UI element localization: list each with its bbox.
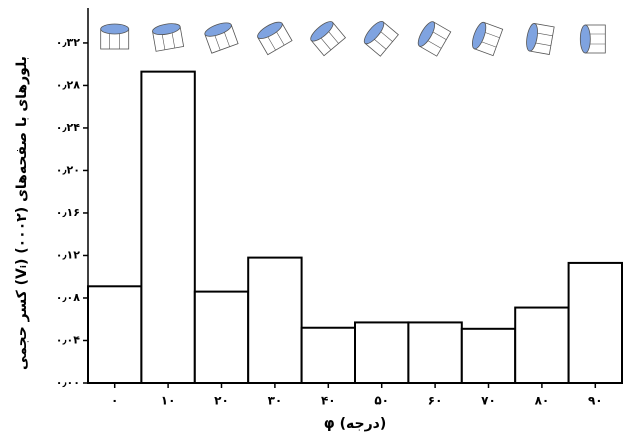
crystal-icon: [152, 23, 185, 52]
y-axis-label: کسر حجمی (Vᵢ) بلورهای با صفحه‌های (۰۰۰۲): [14, 56, 30, 370]
crystal-face: [417, 21, 436, 47]
x-tick-label: ۱۰: [161, 394, 176, 408]
x-tick-label: ۲۰: [214, 394, 229, 408]
y-tick-label: ۰٫۲۸: [56, 78, 81, 91]
crystal-icon: [579, 24, 606, 54]
crystal-face: [152, 23, 181, 36]
x-tick-label: ۳۰: [268, 394, 283, 408]
bar: [87, 285, 143, 385]
crystal-face: [204, 22, 232, 37]
crystal-face: [526, 23, 538, 52]
crystal-face: [310, 21, 334, 42]
x-axis-label: φ (درجه): [324, 416, 386, 432]
crystal-icon: [526, 23, 555, 55]
bar: [407, 321, 463, 385]
crystal-icon: [417, 21, 452, 57]
crystal-face: [579, 24, 591, 54]
bar: [514, 306, 570, 384]
bar: [193, 290, 250, 384]
bar: [460, 327, 517, 384]
bar: [247, 256, 303, 385]
x-tick-label: ۸۰: [535, 394, 550, 408]
crystal-icon: [257, 21, 293, 56]
y-tick-label: ۰٫۳۲: [56, 36, 81, 49]
crystal-icon: [471, 21, 504, 57]
y-tick-label: ۰٫۲۴: [56, 121, 81, 134]
y-tick-label: ۰٫۱۲: [56, 248, 81, 261]
crystal-icon: [363, 20, 399, 57]
y-tick-label: ۰٫۰۴: [56, 333, 81, 346]
bar: [140, 70, 196, 384]
crystal-face: [471, 21, 487, 50]
crystal-icon: [100, 23, 130, 50]
y-tick-label: ۰٫۱۶: [56, 206, 80, 219]
bar: [354, 321, 410, 385]
y-tick-label: ۰٫۰۸: [56, 291, 81, 304]
y-tick-label: ۰٫۲۰: [56, 163, 80, 176]
crystal-icon: [310, 21, 347, 57]
crystal-face: [257, 21, 283, 39]
crystal-icon: [204, 22, 239, 54]
bar: [300, 326, 357, 384]
x-tick-label: ۷۰: [481, 394, 496, 408]
crystal-face: [100, 23, 130, 35]
x-tick-label: ۵۰: [374, 394, 389, 408]
crystal-face: [363, 20, 385, 45]
x-tick-label: ۹۰: [588, 394, 603, 408]
x-tick-label: ۶۰: [428, 394, 443, 408]
bar: [567, 261, 623, 384]
x-tick-label: ۰: [111, 394, 118, 408]
x-tick-label: ۴۰: [321, 394, 336, 408]
y-tick-label: ۰٫۰۰: [56, 376, 80, 389]
